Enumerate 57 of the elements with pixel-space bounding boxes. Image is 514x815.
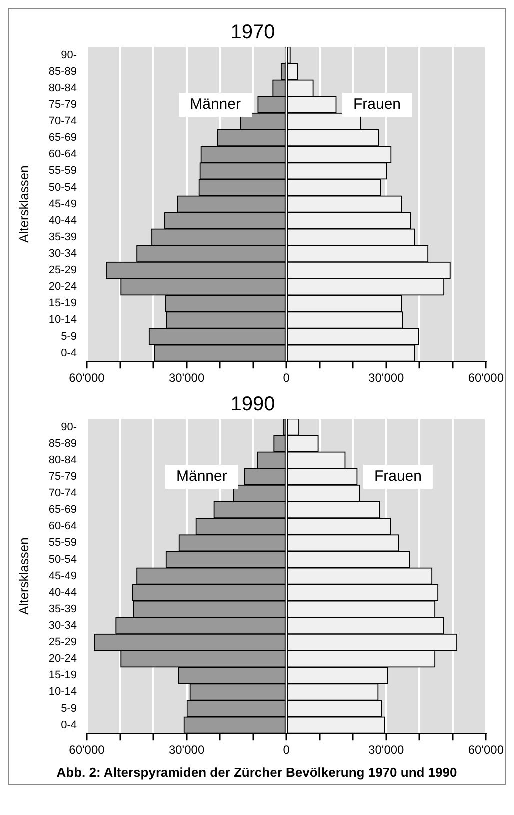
y-tick-label: 20-24: [48, 281, 77, 294]
y-tick-label: 30-34: [48, 248, 77, 260]
y-tick-label: 10-14: [48, 686, 77, 698]
y-axis-title: Altersklassen: [16, 538, 32, 615]
caption: Abb. 2: Alterspyramiden der Zürcher Bevölkerung 1970 und 1990: [56, 765, 458, 780]
y-tick-label: 10-14: [48, 314, 77, 326]
chart-title: 1970: [230, 22, 276, 44]
y-tick-label: 70-74: [48, 488, 77, 500]
y-tick-label: 5-9: [61, 702, 77, 715]
y-tick-label: 85-89: [48, 66, 77, 78]
y-tick-label: 85-89: [48, 438, 77, 450]
y-axis-title: Altersklassen: [16, 166, 32, 243]
y-tick-label: 15-19: [48, 670, 77, 682]
x-tick-label: 60'000: [69, 371, 106, 386]
y-tick-label: 40-44: [48, 214, 77, 227]
y-tick-label: 90-: [61, 49, 78, 62]
y-tick-label: 90-: [61, 421, 78, 434]
y-tick-label: 75-79: [48, 470, 77, 483]
x-tick-label: 30'000: [368, 371, 405, 386]
y-tick-label: 45-49: [48, 570, 77, 582]
y-tick-label: 80-84: [48, 454, 77, 466]
y-tick-label: 45-49: [48, 198, 77, 210]
y-tick-label: 60-64: [48, 520, 77, 533]
series-label: Frauen: [353, 96, 402, 114]
x-tick-label: 60'000: [468, 371, 504, 386]
x-tick-label: 30'000: [168, 371, 205, 386]
y-tick-label: 60-64: [48, 148, 77, 161]
y-tick-label: 55-59: [48, 537, 77, 550]
y-tick-label: 0-4: [61, 347, 77, 360]
y-tick-label: 80-84: [48, 82, 77, 94]
y-tick-label: 25-29: [48, 636, 77, 649]
y-tick-label: 75-79: [48, 98, 77, 111]
x-tick-label: 0: [283, 371, 290, 386]
y-tick-label: 0-4: [61, 719, 77, 732]
y-tick-label: 25-29: [48, 264, 77, 277]
y-tick-label: 50-54: [48, 554, 77, 566]
x-tick-label: 60'000: [69, 743, 106, 758]
y-tick-label: 30-34: [48, 620, 77, 632]
x-tick-label: 60'000: [468, 743, 504, 758]
y-tick-label: 5-9: [61, 330, 77, 343]
y-tick-label: 20-24: [48, 653, 77, 666]
y-tick-label: 50-54: [48, 182, 77, 194]
y-tick-label: 35-39: [48, 231, 77, 244]
series-label: Männer: [176, 468, 228, 486]
y-tick-label: 65-69: [48, 504, 77, 516]
y-tick-label: 35-39: [48, 603, 77, 616]
y-tick-label: 55-59: [48, 165, 77, 178]
x-tick-label: 0: [283, 743, 290, 758]
y-tick-label: 70-74: [48, 116, 77, 128]
series-label: Frauen: [374, 468, 422, 486]
y-tick-label: 40-44: [48, 586, 77, 599]
series-label: Männer: [190, 96, 241, 114]
y-tick-label: 65-69: [48, 132, 77, 144]
chart-title: 1990: [230, 394, 276, 416]
y-tick-label: 15-19: [48, 298, 77, 310]
x-tick-label: 30'000: [168, 743, 205, 758]
x-tick-label: 30'000: [368, 743, 405, 758]
